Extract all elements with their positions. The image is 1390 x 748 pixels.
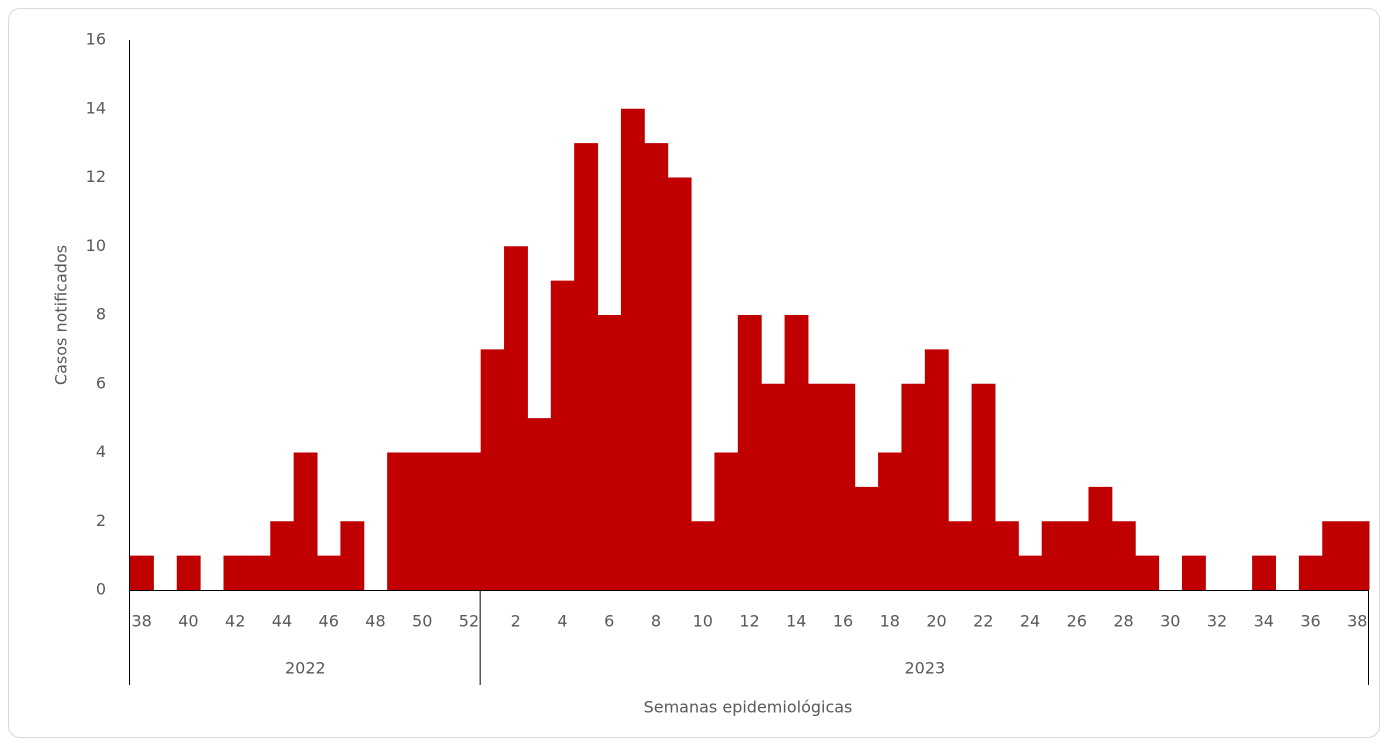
x-tick-label: 16 (833, 612, 853, 631)
y-axis-title: Casos notificados (52, 245, 71, 385)
y-tick-label: 6 (96, 373, 106, 392)
x-tick-label: 10 (693, 612, 713, 631)
y-tick-label: 14 (86, 98, 106, 117)
y-tick-label: 8 (96, 305, 106, 324)
bar (317, 555, 341, 590)
bar (784, 315, 809, 590)
bar (223, 555, 248, 590)
bar (1181, 555, 1206, 590)
bar (1088, 486, 1113, 590)
x-tick-label: 12 (739, 612, 759, 631)
bar (1298, 555, 1323, 590)
bar (854, 486, 879, 590)
group-label: 2023 (904, 659, 945, 678)
x-tick-label: 18 (880, 612, 900, 631)
bar (1018, 555, 1043, 590)
bar (176, 555, 201, 590)
bar (948, 521, 973, 590)
y-tick-label: 10 (86, 236, 106, 255)
x-tick-label: 4 (557, 612, 567, 631)
y-tick-label: 0 (96, 580, 106, 599)
bar (480, 349, 505, 590)
x-tick-label: 38 (1347, 612, 1367, 631)
x-tick-label: 34 (1254, 612, 1274, 631)
bar (737, 315, 762, 590)
y-tick-label: 12 (86, 167, 106, 186)
bar (293, 452, 318, 590)
x-tick-label: 20 (926, 612, 946, 631)
bar (410, 452, 435, 590)
bar (878, 452, 902, 590)
x-tick-label: 8 (651, 612, 661, 631)
x-tick-label: 2 (511, 612, 521, 631)
bar (504, 246, 528, 590)
bar (457, 452, 482, 590)
x-tick-label: 52 (459, 612, 479, 631)
bar (387, 452, 412, 590)
bar (1041, 521, 1066, 590)
bar (620, 108, 645, 590)
x-axis-title: Semanas epidemiológicas (644, 698, 853, 717)
bar (761, 383, 786, 590)
x-tick-label: 26 (1067, 612, 1087, 631)
bar (270, 521, 295, 590)
bar (994, 521, 1019, 590)
x-tick-label: 38 (132, 612, 152, 631)
x-tick-label: 14 (786, 612, 806, 631)
bar (971, 383, 996, 590)
bar (667, 177, 692, 590)
bar (831, 383, 856, 590)
x-tick-label: 30 (1160, 612, 1180, 631)
bar (597, 315, 622, 590)
bar (901, 383, 926, 590)
x-tick-label: 32 (1207, 612, 1227, 631)
y-tick-label: 16 (86, 30, 106, 49)
bar (1252, 555, 1276, 590)
y-tick-label: 4 (96, 442, 106, 461)
bar (527, 418, 552, 590)
bar (340, 521, 365, 590)
bar (246, 555, 271, 590)
bar (807, 383, 832, 590)
bar (714, 452, 739, 590)
x-tick-label: 22 (973, 612, 993, 631)
x-tick-label: 42 (225, 612, 245, 631)
bar (691, 521, 715, 590)
x-tick-label: 28 (1113, 612, 1133, 631)
bar (550, 280, 575, 590)
bar (924, 349, 949, 590)
x-tick-label: 36 (1300, 612, 1320, 631)
chart-frame (8, 8, 1380, 738)
x-tick-label: 48 (365, 612, 385, 631)
y-tick-label: 2 (96, 511, 106, 530)
x-tick-label: 44 (272, 612, 292, 631)
group-label: 2022 (285, 659, 326, 678)
bar (433, 452, 458, 590)
x-tick-label: 6 (604, 612, 614, 631)
bar (1065, 521, 1089, 590)
bar (1135, 555, 1160, 590)
bar (1322, 521, 1347, 590)
bar (574, 143, 599, 590)
bar (644, 143, 669, 590)
x-tick-label: 50 (412, 612, 432, 631)
bar (1111, 521, 1136, 590)
x-tick-label: 40 (178, 612, 198, 631)
bar (130, 555, 154, 590)
x-tick-label: 24 (1020, 612, 1040, 631)
bar (1345, 521, 1370, 590)
x-tick-label: 46 (319, 612, 339, 631)
